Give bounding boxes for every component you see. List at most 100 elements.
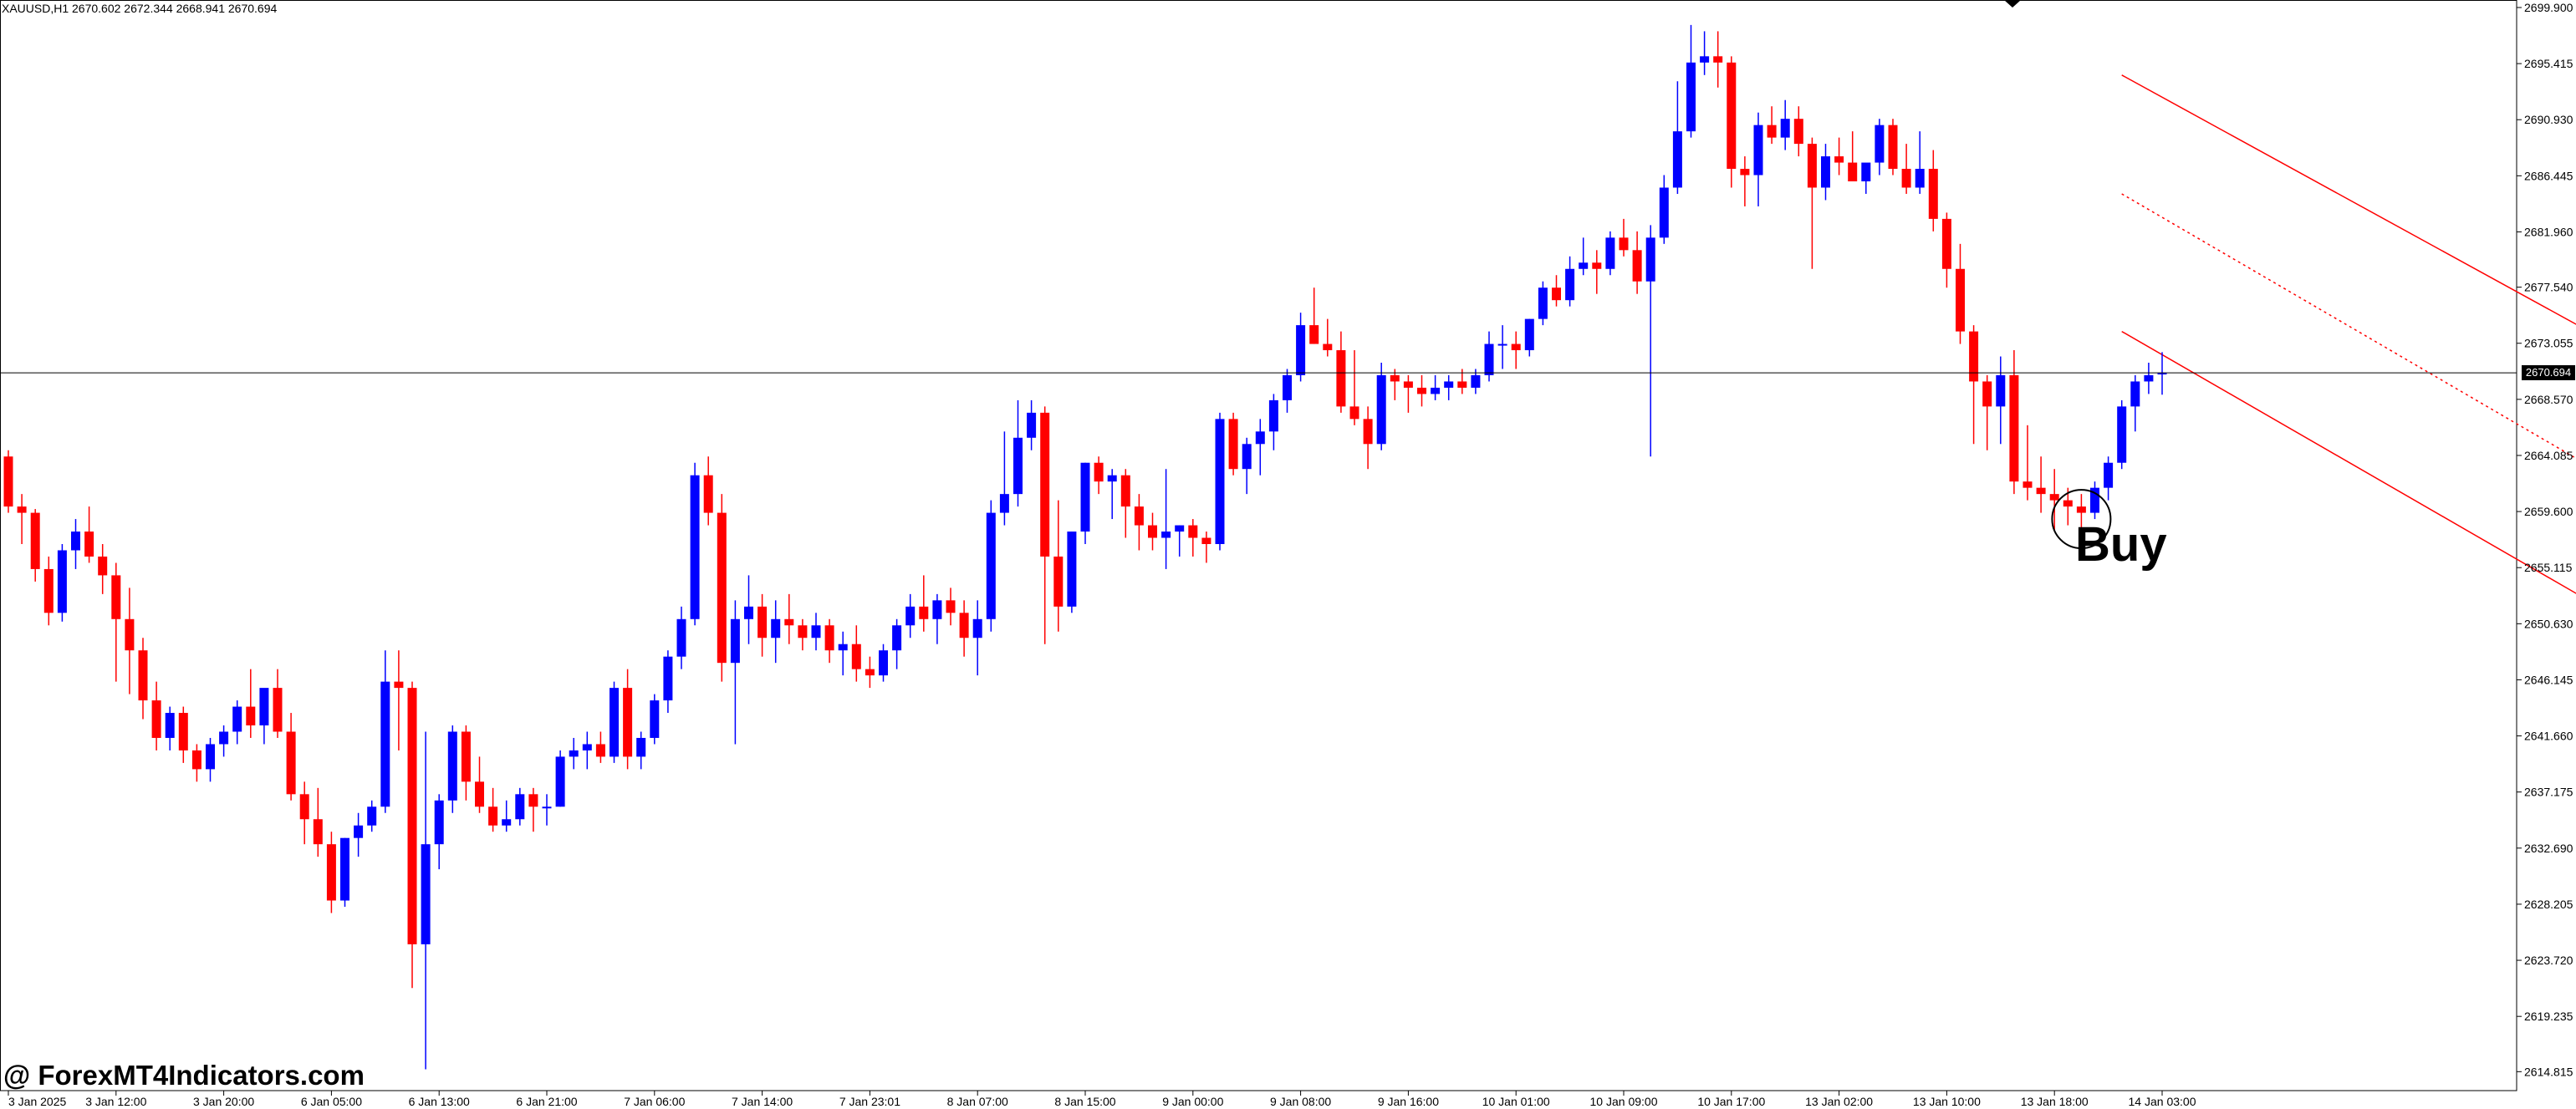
bear-candle [1834, 156, 1844, 163]
bear-candle [757, 606, 768, 638]
y-tick-label: 2655.115 [2524, 561, 2573, 574]
bull-candle [892, 625, 902, 651]
bull-candle [165, 713, 175, 738]
bear-candle [1793, 119, 1803, 145]
bear-candle [1390, 374, 1400, 382]
channel-boundary-line [2121, 330, 2576, 594]
bear-candle [824, 625, 834, 651]
bear-candle [1767, 125, 1777, 138]
bull-candle [206, 744, 215, 770]
bull-candle [1524, 318, 1534, 351]
bull-candle [1027, 412, 1037, 438]
bear-candle [313, 819, 323, 845]
bear-candle [111, 575, 121, 619]
bull-candle [650, 700, 660, 738]
bear-candle [1148, 525, 1157, 538]
bull-candle [1700, 56, 1710, 63]
x-tick-label: 14 Jan 03:00 [2129, 1095, 2196, 1108]
bear-candle [125, 618, 135, 651]
bear-candle [273, 688, 283, 732]
bull-candle [569, 750, 579, 757]
y-tick-label: 2659.600 [2524, 505, 2573, 518]
bull-candle [71, 532, 80, 551]
bear-candle [1363, 419, 1373, 445]
y-tick-label: 2664.085 [2524, 449, 2573, 462]
bull-candle [421, 844, 431, 944]
x-tick-label: 8 Jan 07:00 [947, 1095, 1008, 1108]
bull-candle [1080, 462, 1090, 532]
bull-candle [542, 806, 552, 809]
bull-candle [582, 744, 592, 750]
bear-candle [798, 625, 808, 638]
bull-candle [555, 756, 565, 807]
bear-candle [1928, 169, 1938, 219]
bull-candle [1107, 475, 1117, 482]
y-tick-label: 2695.415 [2524, 57, 2573, 70]
x-tick-label: 8 Jan 15:00 [1054, 1095, 1115, 1108]
bear-candle [1336, 350, 1346, 407]
bear-candle [1053, 556, 1064, 607]
bull-candle [1283, 374, 1292, 400]
x-tick-label: 9 Jan 16:00 [1378, 1095, 1439, 1108]
y-tick-label: 2614.815 [2524, 1065, 2573, 1078]
bear-candle [1807, 144, 1817, 188]
x-tick-label: 13 Jan 02:00 [1805, 1095, 1873, 1108]
bear-candle [191, 750, 201, 770]
bear-candle [17, 506, 27, 513]
bull-candle [1538, 287, 1548, 319]
bull-candle [663, 656, 673, 701]
bear-candle [1619, 237, 1629, 251]
x-tick-label: 10 Jan 01:00 [1482, 1095, 1550, 1108]
bull-candle [2090, 487, 2099, 513]
bull-candle [1161, 532, 1171, 538]
bull-candle [1645, 237, 1655, 282]
bear-candle [1740, 169, 1750, 176]
bull-candle [932, 600, 942, 619]
bull-candle [1861, 162, 1871, 182]
bear-candle [461, 731, 471, 782]
bull-candle [999, 494, 1009, 513]
bear-candle [1228, 419, 1238, 470]
bull-candle [1376, 374, 1386, 445]
bull-candle [1753, 125, 1763, 176]
time-axis: 3 Jan 2025 3 Jan 12:00 3 Jan 20:00 6 Jan 05… [8, 1091, 2196, 1108]
y-tick-label: 2619.235 [2524, 1010, 2573, 1023]
bull-candle [1565, 268, 1575, 301]
bear-candle [1403, 381, 1413, 388]
bull-candle [1484, 343, 1494, 375]
watermark: @ ForexMT4Indicators.com [3, 1060, 365, 1091]
bear-candle [703, 475, 713, 513]
bear-candle [1457, 381, 1467, 388]
bear-candle [475, 781, 484, 807]
bear-candle [1632, 250, 1642, 282]
bull-candle [2130, 381, 2140, 407]
y-tick-label: 2668.570 [2524, 393, 2573, 406]
bull-candle [367, 806, 377, 826]
bear-candle [1888, 125, 1898, 170]
bull-candle [1255, 431, 1265, 445]
bear-candle [2049, 494, 2059, 501]
bull-candle [1686, 62, 1696, 132]
bear-candle [30, 512, 40, 569]
x-tick-label: 6 Jan 21:00 [516, 1095, 577, 1108]
bear-candle [1727, 62, 1737, 170]
bull-candle [1875, 125, 1885, 163]
bull-candle [2144, 374, 2154, 382]
bear-candle [286, 731, 296, 795]
buy-signal-label: Buy [2075, 517, 2167, 572]
bull-candle [1296, 325, 1306, 375]
bull-candle [515, 794, 525, 820]
plot-frame [0, 0, 2517, 1091]
x-tick-label: 7 Jan 06:00 [624, 1095, 685, 1108]
bull-candle [219, 731, 229, 745]
bear-candle [1120, 475, 1130, 507]
plot-area [0, 0, 2517, 1091]
bull-candle [1268, 399, 1278, 432]
bear-candle [1982, 381, 1992, 407]
bear-candle [946, 600, 956, 613]
bull-candle [232, 706, 242, 732]
bear-candle [326, 844, 336, 901]
bear-candle [151, 700, 161, 738]
bull-candle [1175, 525, 1185, 532]
